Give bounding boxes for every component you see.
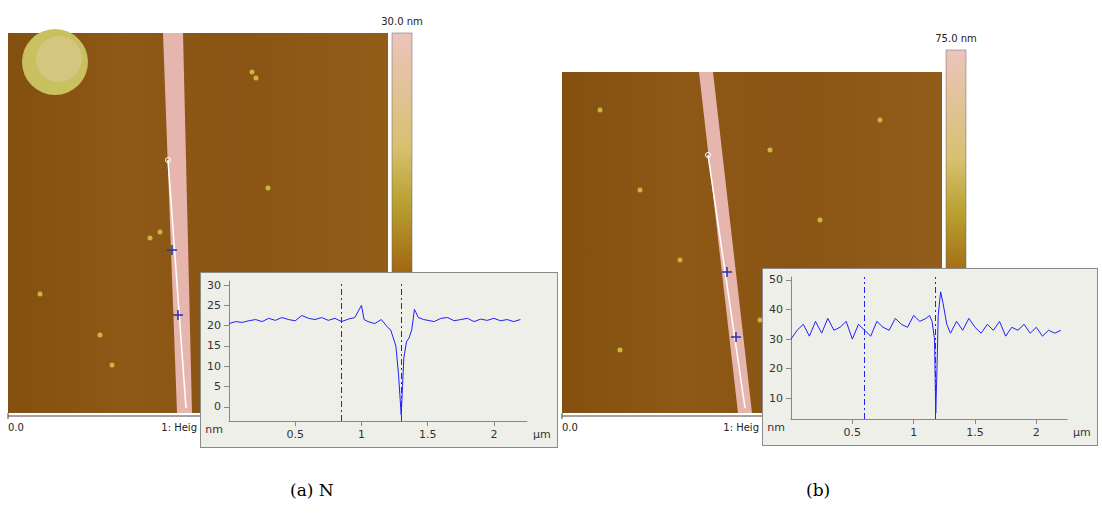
svg-text:nm: nm	[767, 421, 785, 434]
svg-text:20: 20	[769, 362, 783, 375]
svg-text:0: 0	[214, 400, 221, 413]
svg-text:0.0: 0.0	[562, 422, 578, 433]
svg-text:10: 10	[769, 392, 783, 405]
svg-text:75.0 nm: 75.0 nm	[935, 33, 977, 44]
svg-text:10: 10	[207, 360, 221, 373]
svg-text:2: 2	[490, 428, 497, 441]
svg-text:2: 2	[1033, 426, 1040, 439]
svg-text:(b): (b)	[806, 480, 830, 500]
svg-text:30: 30	[769, 333, 783, 346]
svg-text:25: 25	[207, 299, 221, 312]
svg-text:30: 30	[207, 279, 221, 292]
svg-text:20: 20	[207, 319, 221, 332]
svg-text:40: 40	[769, 303, 783, 316]
svg-text:µm: µm	[1073, 426, 1091, 439]
svg-text:1.5: 1.5	[419, 428, 437, 441]
svg-text:1.5: 1.5	[966, 426, 984, 439]
svg-text:0.5: 0.5	[286, 428, 304, 441]
svg-text:nm: nm	[205, 423, 223, 436]
svg-text:1: 1	[910, 426, 917, 439]
svg-text:50: 50	[769, 273, 783, 286]
svg-text:5: 5	[214, 380, 221, 393]
svg-text:µm: µm	[533, 428, 551, 441]
svg-text:1: Heig: 1: Heig	[161, 422, 197, 433]
svg-text:15: 15	[207, 339, 221, 352]
svg-text:1: Heig: 1: Heig	[723, 422, 759, 433]
svg-text:0.5: 0.5	[844, 426, 862, 439]
svg-text:0.0: 0.0	[8, 422, 24, 433]
svg-text:(a) N: (a) N	[290, 480, 334, 500]
svg-text:1: 1	[358, 428, 365, 441]
svg-text:30.0 nm: 30.0 nm	[381, 16, 423, 27]
